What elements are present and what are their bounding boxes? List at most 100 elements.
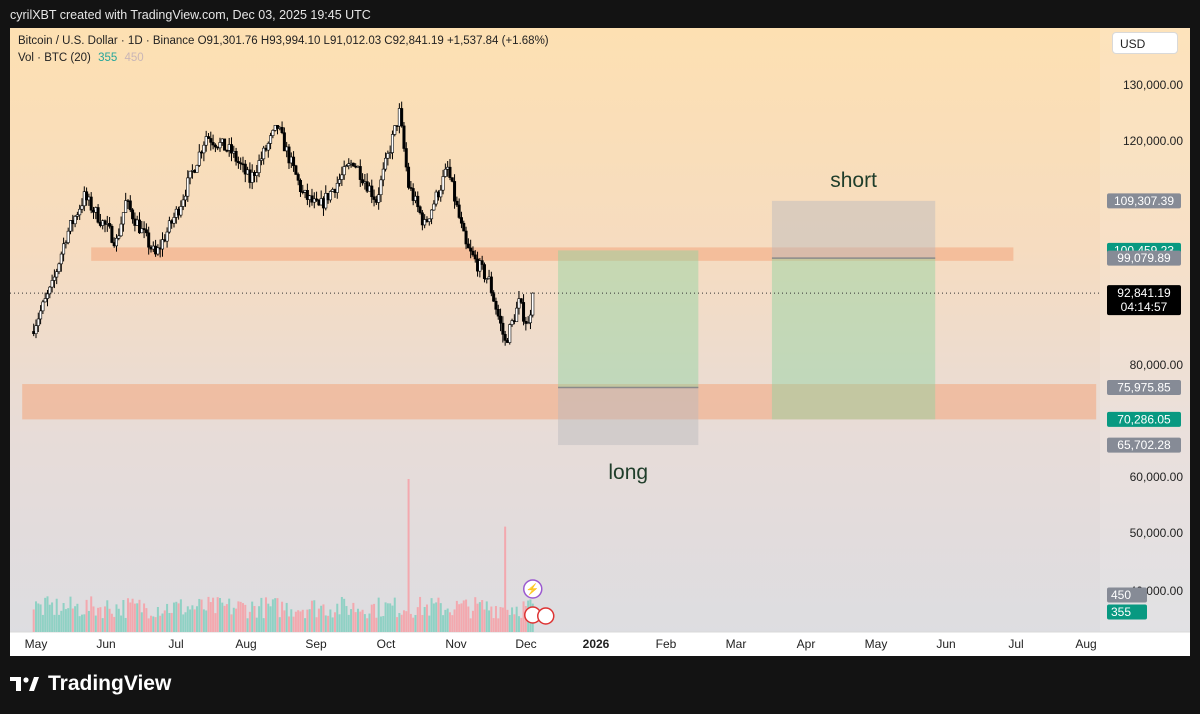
time-axis [10,632,1190,656]
candle-body [524,321,528,324]
tradingview-logo: TradingView [10,672,171,696]
candle-body [183,195,187,201]
volume-bar [299,611,302,632]
symbol-legend[interactable]: Bitcoin / U.S. Dollar · 1D · Binance O91… [18,35,549,47]
volume-bar [483,609,486,632]
volume-bar [444,609,447,632]
candle-body [48,286,52,295]
candle-body [202,144,206,154]
candle-body [298,180,302,193]
candle-body [160,239,164,250]
volume-bar [515,606,518,632]
candle-body [50,280,54,288]
volume-bar [359,611,362,632]
candle-body [434,191,438,205]
price-label-bg [1107,437,1181,453]
price-tick-label: 120,000.00 [1123,134,1183,148]
volume-bar [71,608,74,632]
candle-body [503,334,507,341]
volume-bar [92,606,95,632]
volume-bar [267,603,270,632]
volume-bar [262,618,265,632]
candle-body [43,298,47,303]
volume-bar [251,601,254,632]
volume-bar [405,611,408,632]
volume-bar [315,617,318,632]
candle-body [361,179,365,184]
candle-body [340,174,344,180]
volume-bar [492,618,495,632]
volume-bar [189,609,192,632]
volume-label: 355 [1111,605,1131,619]
candle-body [453,181,457,202]
volume-bar [122,599,125,632]
volume-bar [258,606,261,632]
candle-body [501,322,505,335]
candle-body [80,205,84,210]
time-tick-label: Jun [936,637,955,651]
candle-body [464,230,468,245]
time-tick-label: Aug [1075,637,1096,651]
volume-bar [55,598,58,632]
volume-bar [126,598,129,632]
volume-bar [87,610,90,632]
candle-body [204,136,208,146]
volume-label-bg [1107,604,1147,620]
volume-bar [382,616,385,632]
currency-button[interactable]: USD [1112,32,1178,54]
candle-body [213,144,217,148]
volume-bar [340,596,343,632]
volume-bar [448,612,451,632]
candle-body [315,198,319,201]
volume-bar [218,597,221,632]
volume-bar [469,618,472,632]
volume-bar [78,616,81,632]
candle-body [480,260,484,265]
candle-body [181,199,185,207]
candle-body [287,146,291,164]
candle-body [259,158,263,161]
volume-bar [90,596,93,632]
volume-legend[interactable]: Vol · BTC (20) 355 450 [18,52,144,64]
price-label-bg [1107,193,1181,209]
volume-bar [297,610,300,632]
candle-body [121,212,125,225]
time-tick-label: 2026 [583,637,610,651]
volume-bar [471,610,474,632]
volume-bar [458,604,461,632]
candle-body [36,318,40,326]
candle-body [469,247,473,252]
volume-legend-ma: 450 [124,52,144,64]
candle-body [351,162,355,167]
volume-bar [474,597,477,632]
candle-body [411,188,415,201]
volume-bar [177,603,180,632]
candle-body [390,134,394,153]
candle-body [388,152,392,154]
volume-bar [313,600,316,632]
volume-bar [290,609,293,632]
volume-bar [179,599,182,632]
time-tick-label: Nov [445,637,466,651]
volume-bar [186,606,189,632]
price-axis [1100,28,1190,632]
candle-body [85,191,89,201]
volume-bar [138,599,141,632]
chart-svg[interactable]: long short ⚡ 130,000.00 120,000.00 80,000.00 6… [10,28,1190,656]
candle-body [450,177,454,182]
volume-bar [488,610,491,632]
chart-panel[interactable]: long short ⚡ 130,000.00 120,000.00 80,000.00 6… [10,28,1190,656]
volume-bar [41,614,44,632]
volume-bar [80,614,83,632]
candle-body [110,225,114,243]
volume-bar [115,604,118,632]
volume-bar [363,614,366,632]
volume-bar [396,617,399,632]
volume-bar [294,611,297,632]
volume-bar [103,606,106,632]
candle-body [338,179,342,184]
time-tick-label: Jul [168,637,183,651]
candle-body [407,166,411,188]
volume-bar [110,613,113,632]
volume-bar [214,613,217,632]
